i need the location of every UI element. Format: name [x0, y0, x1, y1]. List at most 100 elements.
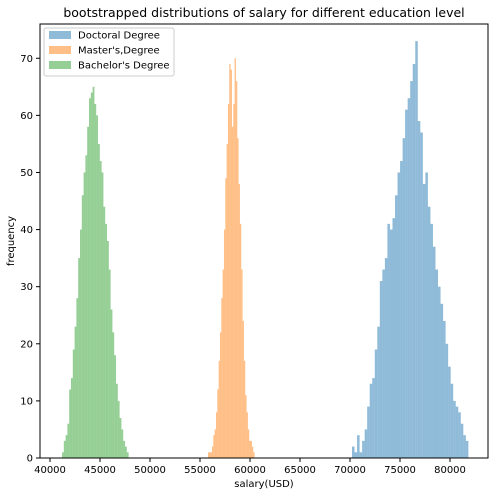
x-tick-label: 70000 [334, 465, 366, 476]
histogram-bar-series-0 [432, 246, 436, 458]
histogram-bar-series-1 [253, 452, 255, 458]
histogram-bar-series-0 [450, 383, 454, 458]
histogram-bar-series-2 [107, 241, 109, 458]
y-tick-label: 0 [27, 454, 33, 465]
histogram-bar-series-1 [233, 103, 235, 459]
histogram-bar-series-2 [83, 172, 86, 458]
x-tick-label: 80000 [434, 465, 466, 476]
histogram-bar-series-0 [407, 98, 411, 458]
histogram-bar-series-1 [226, 143, 228, 458]
histogram-bar-series-2 [92, 86, 95, 458]
histogram-bar-series-0 [455, 406, 459, 458]
histogram-bar-series-2 [81, 195, 84, 458]
histogram-bar-series-2 [90, 92, 93, 459]
histogram-bar-series-2 [67, 423, 70, 458]
histogram-bar-series-2 [108, 269, 111, 458]
legend-entry-label: Bachelor's Degree [78, 61, 170, 72]
histogram-bar-series-0 [427, 206, 431, 458]
y-tick-label: 40 [20, 225, 33, 236]
y-tick-label: 20 [20, 339, 33, 350]
histogram-bar-series-1 [211, 446, 214, 458]
x-tick-label: 45000 [84, 465, 116, 476]
histogram-bar-series-2 [99, 161, 102, 459]
histogram-bar-series-1 [250, 440, 252, 458]
histogram-bar-series-0 [359, 452, 363, 458]
histogram-bar-series-0 [397, 172, 401, 458]
histogram-bar-series-0 [435, 269, 439, 458]
histogram-bar-series-0 [458, 412, 461, 458]
histogram-bar-series-2 [114, 355, 116, 458]
histogram-bar-series-2 [103, 206, 106, 458]
histogram-bar-series-0 [460, 423, 464, 458]
histogram-bar-series-2 [74, 326, 77, 458]
histogram-bar-series-0 [448, 366, 451, 458]
histogram-bar-series-2 [96, 115, 98, 459]
legend-swatch [49, 31, 71, 39]
histogram-bar-series-1 [238, 183, 240, 459]
histogram-bar-series-2 [89, 98, 91, 458]
histogram-bar-series-2 [98, 143, 100, 458]
histogram-bar-series-1 [223, 229, 226, 458]
histogram-bar-series-1 [241, 269, 243, 458]
histogram-bar-series-2 [119, 418, 122, 458]
histogram-bar-series-0 [402, 138, 406, 459]
histogram-bar-series-1 [242, 320, 244, 458]
x-tick-label: 75000 [384, 465, 416, 476]
histogram-bar-series-0 [410, 81, 413, 459]
histogram-bar-series-2 [105, 223, 107, 458]
y-tick-label: 30 [20, 282, 33, 293]
x-tick-label: 50000 [134, 465, 166, 476]
histogram-bar-series-1 [230, 69, 232, 459]
histogram-bar-series-0 [389, 229, 393, 458]
histogram-bar-series-2 [94, 103, 97, 459]
histogram-bar-series-1 [218, 360, 220, 458]
histogram-bar-series-2 [78, 258, 80, 458]
histogram-bar-series-1 [222, 269, 224, 458]
legend-swatch [49, 46, 71, 54]
histogram-bar-series-1 [237, 138, 239, 459]
y-axis-ticks: 0 10 20 30 40 50 60 70 [20, 54, 40, 465]
histogram-bar-series-2 [72, 349, 75, 458]
x-tick-label: 60000 [234, 465, 266, 476]
legend-box [43, 27, 175, 77]
histogram-bar-series-0 [374, 349, 378, 458]
histogram-bar-series-2 [87, 126, 89, 458]
histogram-bar-series-0 [392, 218, 396, 458]
y-tick-label: 70 [20, 54, 33, 65]
histogram-bar-series-0 [367, 406, 370, 458]
histogram-bar-series-1 [210, 452, 212, 458]
x-tick-label: 65000 [284, 465, 316, 476]
histogram-bar-series-1 [227, 103, 230, 459]
chart-title: bootstrapped distributions of salary for… [63, 5, 464, 20]
histogram-bar-series-0 [440, 303, 444, 458]
legend: Doctoral Degree Master's,Degree Bachelor's… [43, 27, 175, 77]
histogram-bar-series-1 [229, 63, 231, 458]
y-tick-label: 50 [20, 168, 33, 179]
histogram-bar-series-2 [110, 309, 113, 458]
histogram-bar-series-2 [121, 429, 124, 458]
histogram-bar-series-0 [445, 343, 449, 458]
histogram-bar-series-1 [217, 389, 219, 458]
histogram-bar-series-1 [251, 446, 254, 458]
x-tick-label: 55000 [184, 465, 216, 476]
histogram-bar-series-0 [417, 121, 421, 458]
histogram-bar-series-0 [387, 223, 390, 458]
histogram-bar-series-2 [85, 155, 88, 458]
histogram-bar-series-0 [463, 435, 466, 458]
histogram-bar-series-1 [235, 81, 238, 459]
legend-entry-label: Master's,Degree [78, 46, 160, 57]
histogram-bar-series-1 [243, 360, 246, 458]
histogram-bar-series-0 [362, 440, 365, 458]
x-axis-label: salary(USD) [234, 479, 294, 490]
histogram-bar-series-0 [430, 223, 433, 458]
histogram-bar-series-2 [62, 452, 64, 458]
histogram-bar-series-1 [219, 332, 222, 458]
histogram-bar-series-2 [125, 446, 127, 458]
y-tick-label: 10 [20, 396, 33, 407]
histogram-bar-series-0 [438, 286, 441, 458]
legend-entry-label: Doctoral Degree [78, 31, 160, 42]
histogram-bar-series-1 [249, 440, 251, 458]
histogram-bar-series-0 [354, 452, 358, 458]
histogram-bar-series-2 [117, 400, 120, 458]
histogram-bar-series-2 [80, 229, 82, 458]
